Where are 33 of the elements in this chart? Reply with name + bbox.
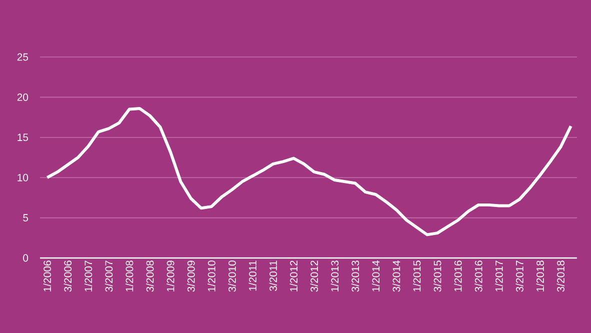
- y-tick-label: 5: [23, 214, 28, 222]
- x-tick-label: 1/2014: [372, 260, 380, 292]
- x-tick-label: 1/2018: [536, 260, 544, 292]
- x-tick-label: 1/2013: [330, 260, 339, 292]
- x-tick-label: 3/2017: [516, 260, 524, 292]
- x-tick-label: 3/2016: [474, 260, 482, 292]
- x-tick-label: 3/2012: [310, 260, 318, 292]
- x-tick-label: 3/2011: [269, 260, 277, 292]
- y-tick-label: 15: [18, 134, 28, 142]
- x-tick-label: 1/2009: [166, 260, 174, 292]
- x-tick-label: 3/2013: [351, 260, 360, 292]
- y-tick-label: 10: [18, 174, 28, 182]
- x-tick-label: 1/2007: [84, 260, 92, 292]
- y-tick-label: 20: [17, 94, 28, 101]
- x-tick-label: 3/2010: [228, 260, 236, 292]
- x-tick-label: 3/2014: [392, 260, 400, 292]
- x-tick-label: 1/2015: [412, 260, 421, 292]
- x-tick-label: 1/2012: [290, 260, 298, 292]
- x-tick-label: 1/2010: [208, 260, 216, 292]
- x-tick-label: 3/2008: [146, 260, 154, 292]
- y-tick-label: 25: [17, 53, 28, 61]
- x-tick-label: 3/2018: [556, 260, 564, 292]
- x-tick-label: 1/2011: [248, 260, 256, 291]
- x-tick-label: 1/2006: [43, 260, 52, 292]
- x-tick-label: 1/2008: [125, 260, 134, 292]
- x-tick-label: 3/2007: [104, 260, 113, 292]
- x-tick-label: 3/2006: [64, 260, 72, 292]
- line-series: [46, 106, 572, 236]
- y-tick-label: 0: [23, 254, 28, 262]
- x-tick-label: 1/2017: [495, 260, 503, 292]
- x-tick-label: 3/2015: [434, 260, 442, 292]
- x-tick-label: 1/2016: [454, 260, 462, 292]
- x-tick-label: 3/2009: [187, 260, 195, 292]
